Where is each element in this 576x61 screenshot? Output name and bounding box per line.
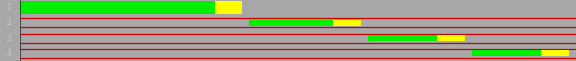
Bar (215, 1, 242, 14)
Text: 4: 4 (6, 49, 12, 58)
Text: 1: 1 (7, 3, 12, 12)
Bar (20, 1, 215, 14)
Text: 2: 2 (7, 18, 12, 27)
Bar (367, 35, 437, 41)
Bar (249, 20, 333, 26)
Bar (472, 51, 541, 56)
Bar (333, 20, 361, 26)
Bar (437, 35, 465, 41)
Bar (541, 51, 569, 56)
Text: 3: 3 (6, 34, 12, 43)
